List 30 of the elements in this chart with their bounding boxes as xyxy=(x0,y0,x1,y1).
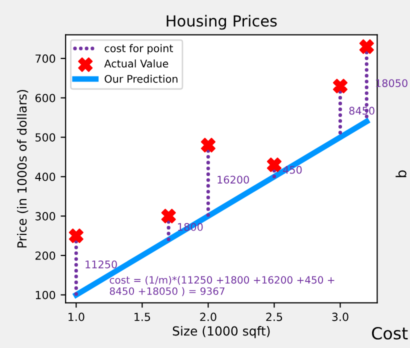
point xyxy=(266,158,282,172)
text: b xyxy=(396,170,406,178)
y-tick-label: 700 xyxy=(36,54,56,63)
legend-label: cost for point xyxy=(104,44,174,54)
y-tick-label: 100 xyxy=(36,290,56,300)
chart-title: Housing Prices xyxy=(166,14,277,30)
annotation: 8450 xyxy=(349,106,374,115)
point xyxy=(200,138,216,152)
x-tick-label: 1.0 xyxy=(68,312,84,322)
annotation: 11250 xyxy=(86,260,117,268)
y-axis-title: Price (in 1000s of dollars) xyxy=(17,90,28,248)
point xyxy=(68,228,84,244)
annotation: cost = (1/m)*(11250 +1800 +16200 +450 + 8450 +18050 ) = 9367 xyxy=(110,276,334,296)
x-tick-label: 2.0 xyxy=(200,312,216,322)
x-tick-label: 3.0 xyxy=(332,312,348,322)
x-tick-label: 1.5 xyxy=(134,312,150,322)
x-tick-label: 2.5 xyxy=(266,312,282,322)
legend-label: Actual Value xyxy=(104,59,168,68)
y-tick-label: 400 xyxy=(35,172,56,182)
point xyxy=(332,78,348,94)
text: Cost xyxy=(372,326,408,340)
point xyxy=(359,39,374,54)
y-tick-label: 200 xyxy=(35,251,56,260)
x-axis-title: Size (1000 sqft) xyxy=(172,326,270,338)
y-tick-label: 500 xyxy=(36,133,56,142)
annotation: 16200 xyxy=(218,176,249,184)
point xyxy=(161,208,176,224)
y-tick-label: 300 xyxy=(36,212,56,220)
legend-label: Our Prediction xyxy=(104,74,178,83)
y-tick-label: 600 xyxy=(35,94,56,102)
